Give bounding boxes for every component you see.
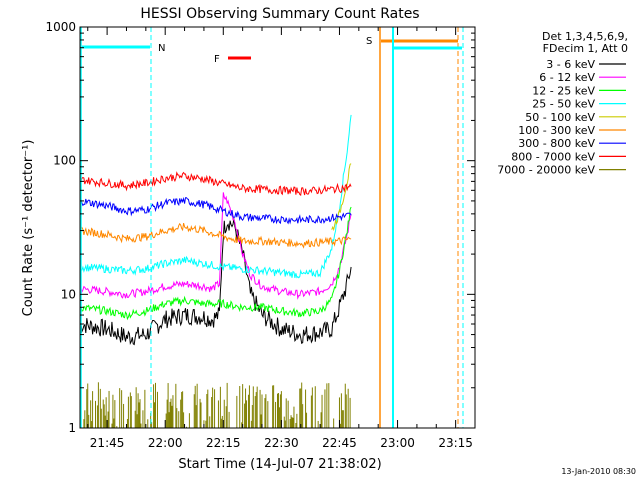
x-axis-label: Start Time (14-Jul-07 21:38:02)	[178, 457, 381, 472]
y-axis-label: Count Rate (s⁻¹ detector⁻¹)	[21, 140, 36, 317]
legend-label: 800 - 7000 keV	[511, 150, 595, 163]
series-line-2	[79, 206, 352, 321]
chart-title: HESSI Observing Summary Count Rates	[140, 6, 419, 22]
y-tick-label: 1000	[45, 20, 76, 34]
series-line-4	[331, 163, 352, 232]
legend-label: 300 - 800 keV	[518, 137, 595, 150]
x-tick-label: 22:30	[264, 436, 299, 450]
legend-label: 25 - 50 keV	[532, 98, 595, 111]
flag-label-s: S	[366, 36, 372, 47]
x-tick-label: 22:45	[322, 436, 357, 450]
series-line-5	[79, 222, 352, 249]
x-tick-label: 21:45	[90, 436, 125, 450]
series-7000-20000-kev	[79, 382, 351, 428]
series-line-6	[79, 196, 352, 225]
legend-label: 50 - 100 keV	[525, 111, 595, 124]
series-line-7	[79, 171, 352, 197]
y-tick-label: 1	[68, 421, 76, 435]
series-line-0	[79, 218, 352, 346]
legend-label: 100 - 300 keV	[518, 124, 595, 137]
flag-label-f: F	[214, 54, 220, 65]
x-tick-label: 22:15	[206, 436, 241, 450]
x-tick-label: 22:00	[148, 436, 183, 450]
plot-frame	[79, 26, 476, 429]
footer-date: 13-Jan-2010 08:30	[561, 467, 636, 476]
y-tick-label: 100	[53, 154, 76, 168]
x-tick-label: 23:00	[380, 436, 415, 450]
x-tick-label: 23:15	[438, 436, 473, 450]
legend-header-line1: Det 1,3,4,5,6,9,	[542, 30, 628, 43]
legend-label: 3 - 6 keV	[546, 58, 595, 71]
legend-label: 12 - 25 keV	[532, 84, 595, 97]
series-line-3	[79, 114, 352, 279]
legend-header-line2: FDecim 1, Att 0	[543, 42, 628, 55]
legend-label: 7000 - 20000 keV	[497, 164, 595, 177]
series-line-1	[79, 192, 352, 300]
y-tick-label: 10	[61, 287, 76, 301]
legend-label: 6 - 12 keV	[539, 71, 595, 84]
legend: Det 1,3,4,5,6,9, FDecim 1, Att 0 3 - 6 k…	[497, 30, 628, 177]
flag-label-n: N	[158, 43, 165, 54]
